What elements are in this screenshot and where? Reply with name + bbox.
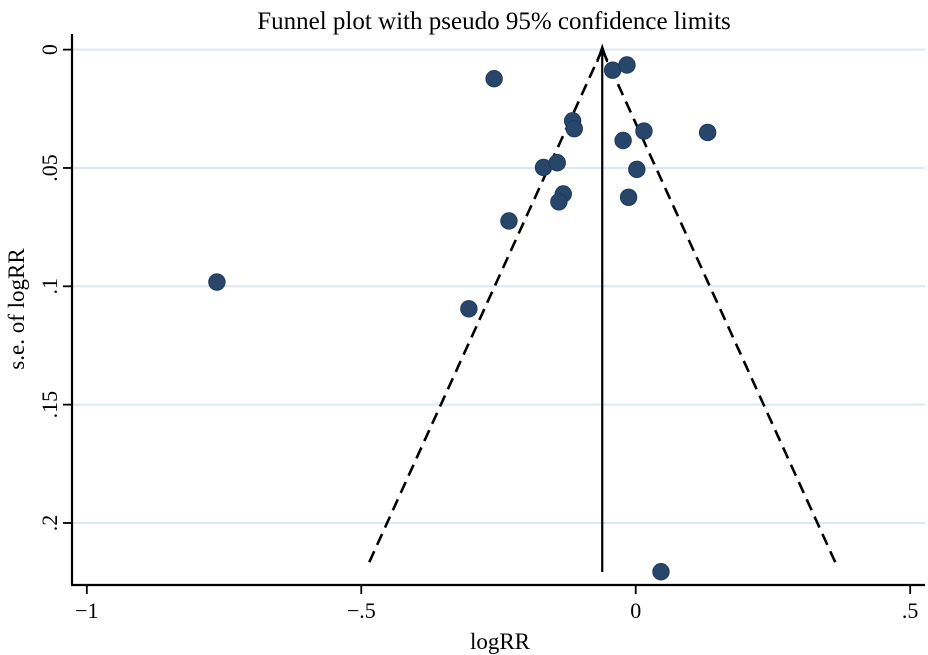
data-point [635, 122, 653, 140]
effect-line-arrowhead-icon [596, 43, 609, 63]
data-point [628, 160, 646, 179]
x-tick-label: .5 [902, 598, 919, 623]
data-point [698, 123, 717, 142]
study-data-points [208, 56, 717, 581]
x-tick-label: 0 [630, 598, 641, 623]
pooled-effect-line [596, 43, 609, 572]
data-point [500, 212, 518, 230]
y-tick-label: 0 [37, 44, 62, 55]
data-point [652, 563, 670, 581]
data-point [485, 70, 503, 88]
y-tick-label: .05 [37, 154, 62, 182]
y-tick-label: .1 [37, 278, 62, 295]
data-point [619, 188, 638, 207]
data-point [208, 273, 226, 291]
y-axis-label: s.e. of logRR [4, 248, 29, 370]
y-tick-label: .2 [37, 515, 62, 532]
data-point [618, 56, 636, 74]
chart-title: Funnel plot with pseudo 95% confidence l… [257, 8, 731, 35]
gridlines [73, 48, 925, 524]
data-point [548, 154, 566, 172]
axes [63, 34, 925, 594]
x-tick-label: −.5 [347, 598, 376, 623]
data-point [550, 193, 568, 211]
tick-labels: 0 .05 .1 .15 .2 −1 −.5 0 .5 [37, 44, 918, 623]
x-axis-label: logRR [470, 629, 531, 654]
y-tick-label: .15 [37, 391, 62, 419]
x-tick-label: −1 [75, 598, 98, 623]
data-point [565, 119, 583, 138]
data-point [460, 300, 478, 318]
data-point [614, 131, 632, 150]
